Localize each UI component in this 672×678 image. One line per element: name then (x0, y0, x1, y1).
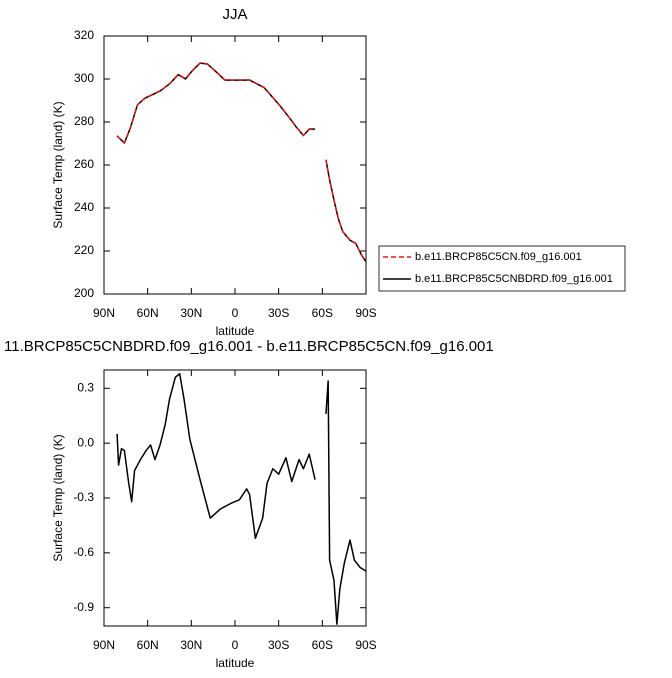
y-axis-label: Surface Temp (land) (K) (51, 434, 65, 561)
x-tick-label: 30S (268, 638, 289, 652)
y-tick-label: 300 (74, 71, 94, 85)
x-tick-label: 60S (312, 306, 333, 320)
x-tick-label: 30N (180, 306, 202, 320)
x-tick-label: 60S (312, 638, 333, 652)
chart-title: 11.BRCP85C5CNBDRD.f09_g16.001 - b.e11.BR… (4, 338, 494, 355)
x-tick-label: 0 (232, 306, 239, 320)
y-axis-label: Surface Temp (land) (K) (51, 101, 65, 228)
x-tick-label: 30N (180, 638, 202, 652)
x-tick-label: 90N (93, 638, 115, 652)
y-tick-label: -0.3 (73, 490, 94, 504)
x-tick-label: 60N (137, 306, 159, 320)
y-tick-label: 0.3 (77, 380, 94, 394)
series-line (116, 62, 367, 263)
y-tick-label: 240 (74, 200, 94, 214)
x-tick-label: 0 (232, 638, 239, 652)
chart-title: JJA (222, 6, 247, 23)
x-tick-label: 90N (93, 306, 115, 320)
x-tick-label: 90S (355, 306, 376, 320)
y-tick-label: -0.6 (73, 545, 94, 559)
y-tick-label: 320 (74, 28, 94, 42)
x-axis-label: latitude (216, 324, 255, 338)
legend-box (378, 245, 626, 292)
x-tick-label: 30S (268, 306, 289, 320)
y-tick-label: 220 (74, 243, 94, 257)
y-tick-label: 260 (74, 157, 94, 171)
y-tick-label: 280 (74, 114, 94, 128)
legend-label: b.e11.BRCP85C5CNBDRD.f09_g16.001 (415, 273, 613, 285)
x-tick-label: 90S (355, 638, 376, 652)
y-tick-label: -0.9 (73, 600, 94, 614)
series-line (116, 372, 367, 625)
legend-label: b.e11.BRCP85C5CN.f09_g16.001 (415, 251, 582, 263)
x-axis-label: latitude (216, 656, 255, 670)
y-tick-label: 200 (74, 286, 94, 300)
x-tick-label: 60N (137, 638, 159, 652)
series-line (116, 62, 367, 262)
y-tick-label: 0.0 (77, 435, 94, 449)
